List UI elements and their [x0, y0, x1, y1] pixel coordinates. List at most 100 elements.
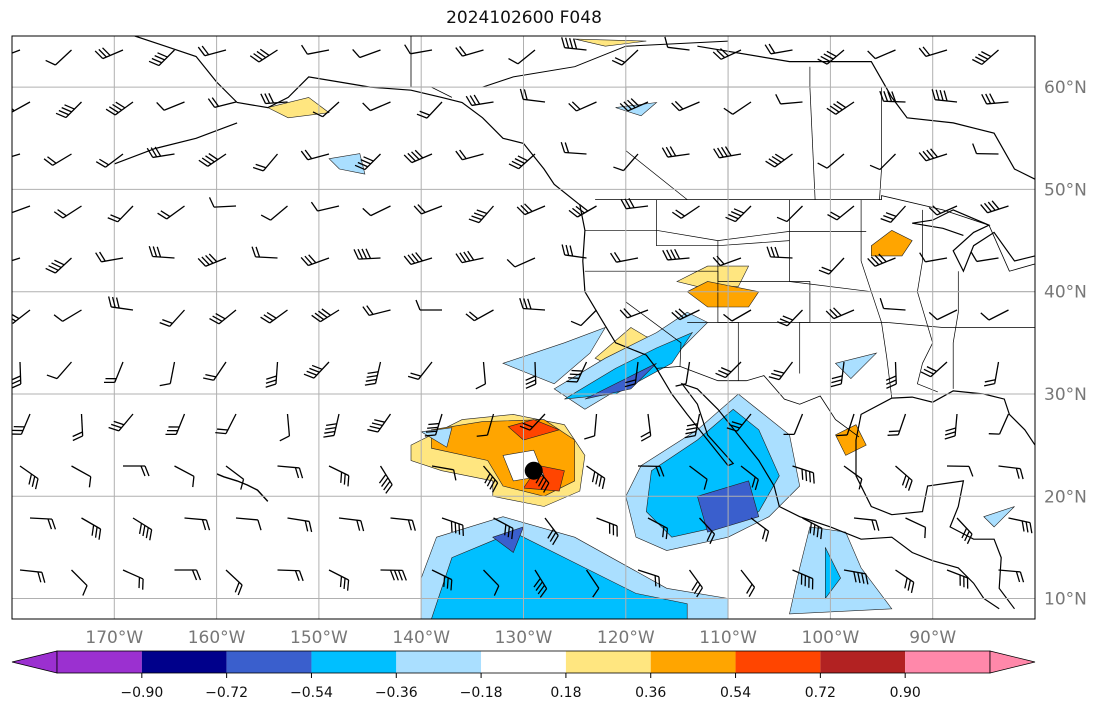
- coastline-great-lakes: [912, 209, 1035, 273]
- wind-barb: [584, 413, 598, 440]
- wind-barb: [843, 465, 863, 490]
- wind-barb: [72, 413, 84, 442]
- anomaly-fill-negative: [502, 326, 606, 385]
- wind-barb: [867, 49, 896, 60]
- wind-barb: [465, 94, 494, 107]
- wind-barb: [215, 413, 237, 435]
- wind-barb: [988, 413, 1010, 435]
- wind-barb: [403, 252, 433, 266]
- wind-barb: [148, 246, 175, 259]
- wind-barb: [122, 569, 144, 590]
- wind-barb: [260, 309, 288, 324]
- wind-barb: [362, 305, 391, 316]
- wind-barb: [455, 149, 484, 161]
- colorbar-segment: [481, 651, 566, 673]
- wind-barb: [661, 146, 690, 158]
- colorbar-segment: [905, 651, 990, 673]
- wind-barb: [53, 309, 82, 322]
- coastline-gulf: [855, 390, 1035, 610]
- wind-barb: [895, 569, 915, 593]
- wind-barb: [956, 517, 973, 545]
- wind-barb: [568, 203, 597, 218]
- storm-center-dot: [524, 461, 543, 480]
- wind-barb: [765, 153, 793, 168]
- wind-barb: [826, 101, 855, 115]
- anomaly-fill-positive: [686, 281, 760, 308]
- wind-barb: [146, 146, 175, 159]
- colorbar-tick-label: 0.72: [805, 685, 836, 701]
- wind-barb: [413, 204, 443, 215]
- colorbar-segment: [226, 651, 312, 673]
- wind-barb: [853, 517, 880, 531]
- lat-tick-label: 60°N: [1044, 78, 1087, 98]
- wind-barb: [998, 465, 1024, 480]
- wind-barb: [197, 253, 227, 267]
- wind-barb: [972, 49, 999, 66]
- wind-barb: [712, 48, 742, 60]
- lon-tick-label: 140°W: [392, 628, 450, 648]
- coastline-layer: [114, 36, 1035, 610]
- wind-barb: [301, 44, 330, 55]
- wind-barb: [55, 101, 82, 119]
- wind-barb: [362, 101, 391, 112]
- wind-barb: [311, 308, 340, 323]
- wind-barb: [71, 465, 92, 488]
- wind-barb: [108, 296, 134, 311]
- wind-barb: [431, 569, 453, 591]
- coastline-hudson: [697, 45, 1035, 180]
- wind-barb: [174, 465, 195, 488]
- wind-barb: [879, 90, 906, 103]
- lat-tick-label: 50°N: [1044, 180, 1087, 200]
- wind-barb: [165, 413, 186, 436]
- wind-barb: [328, 465, 350, 487]
- wind-barb: [277, 569, 304, 582]
- wind-barb: [156, 101, 185, 111]
- wind-barb: [818, 257, 845, 275]
- wind-barb: [869, 153, 896, 171]
- wind-barb: [619, 308, 649, 319]
- wind-barb: [611, 49, 639, 66]
- colorbar-segment: [820, 651, 906, 673]
- wind-barb: [970, 251, 999, 263]
- longitude-tick-labels: 170°W 160°W 150°W 140°W 130°W 120°W 110°W 100°W…: [85, 628, 956, 648]
- colorbar-tick-label: −0.18: [460, 685, 503, 701]
- colorbar-tick-label: −0.54: [290, 685, 333, 701]
- wind-barb: [108, 413, 134, 432]
- border-states: [687, 322, 1035, 328]
- wind-barb: [516, 203, 546, 216]
- wind-barb: [455, 250, 484, 264]
- wind-barb: [287, 517, 313, 533]
- colorbar-segment: [57, 651, 142, 673]
- wind-barb: [95, 153, 124, 168]
- colorbar-tick-label: 0.54: [720, 685, 751, 701]
- wind-barb: [723, 101, 752, 115]
- wind-barb: [424, 413, 443, 437]
- wind-barb: [225, 569, 243, 596]
- wind-barb: [12, 153, 21, 162]
- lon-tick-label: 160°W: [188, 628, 246, 648]
- wind-barb: [260, 92, 288, 105]
- wind-barb: [561, 244, 587, 259]
- wind-barb: [197, 45, 227, 57]
- lat-tick-label: 20°N: [1044, 487, 1087, 507]
- wind-barb: [525, 361, 537, 389]
- wind-barb: [323, 413, 340, 438]
- wind-barb: [918, 148, 948, 162]
- colorbar-segment: [650, 651, 736, 673]
- wind-barb: [944, 413, 958, 440]
- colorbar-tick-label: −0.72: [205, 685, 248, 701]
- wind-barb: [568, 101, 597, 112]
- wind-barb: [519, 298, 546, 311]
- wind-barb: [378, 465, 393, 494]
- wind-barb: [637, 569, 661, 588]
- wind-barb: [483, 465, 499, 493]
- wind-barb: [887, 413, 907, 436]
- wind-barb: [726, 413, 752, 432]
- lon-tick-label: 90°W: [909, 628, 956, 648]
- wind-barb: [328, 569, 350, 591]
- wind-barb: [12, 49, 21, 59]
- colorbar-segment: [565, 651, 651, 673]
- wind-barb: [566, 361, 588, 383]
- wind-barb: [981, 93, 1009, 105]
- wind-barb: [610, 252, 639, 263]
